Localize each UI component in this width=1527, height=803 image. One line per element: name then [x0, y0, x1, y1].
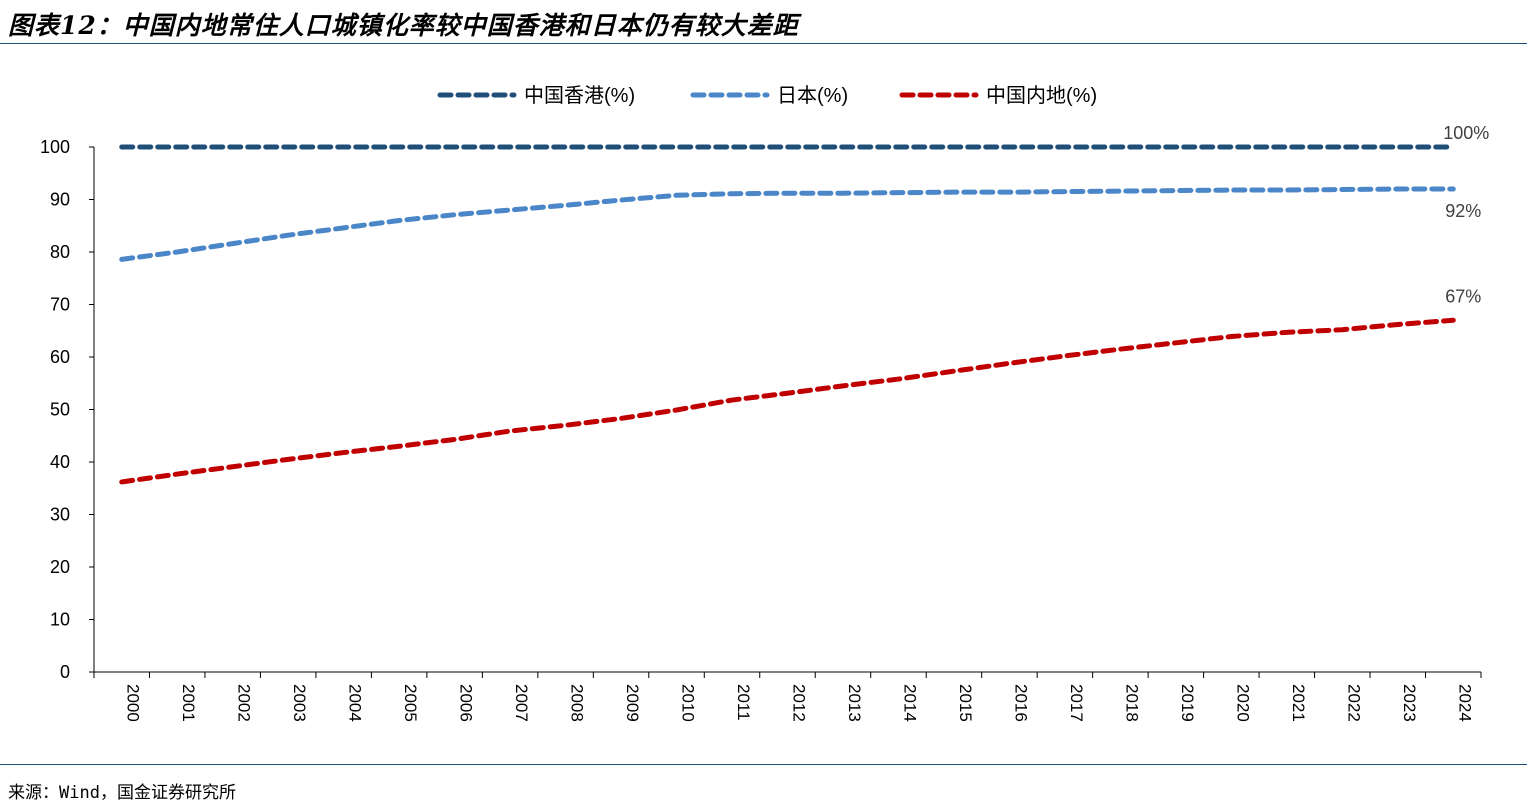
y-tick-label: 20: [50, 557, 70, 577]
x-tick-label: 2000: [124, 684, 143, 722]
x-tick-label: 2020: [1233, 684, 1252, 722]
y-tick-label: 70: [50, 295, 70, 315]
y-tick-label: 60: [50, 347, 70, 367]
series-line-2: [119, 317, 1456, 485]
line-chart: 中国香港(%) 日本(%) 中国内地(%) 0 10 20 30 40 50 60 70 80 90 1…: [40, 84, 1489, 722]
x-tick-label: 2010: [679, 684, 698, 722]
axes: 0 10 20 30 40 50 60 70 80 90 100 2000 2001 2002 2003 20…: [40, 137, 1482, 722]
legend-label-0: 中国香港(%): [524, 84, 635, 107]
end-labels: 100% 92% 67%: [1443, 123, 1489, 306]
x-tick-label: 2004: [346, 684, 365, 722]
x-tick-label: 2006: [457, 684, 476, 722]
x-tick-label: 2014: [900, 684, 919, 722]
legend-label-1: 日本(%): [777, 84, 848, 107]
y-tick-label: 30: [50, 505, 70, 525]
x-tick-label: 2008: [568, 684, 587, 722]
x-tick-label: 2023: [1400, 684, 1419, 722]
y-tick-label: 100: [40, 137, 70, 157]
title-divider: [0, 43, 1527, 44]
source-divider: [0, 764, 1527, 765]
x-tick-label: 2024: [1455, 684, 1474, 722]
x-tick-label: 2002: [235, 684, 254, 722]
x-tick-label: 2016: [1011, 684, 1030, 722]
end-label-2: 67%: [1445, 286, 1481, 306]
y-tick-label: 50: [50, 400, 70, 420]
end-label-0: 100%: [1443, 123, 1489, 143]
x-tick-label: 2019: [1178, 684, 1197, 722]
y-tick-label: 80: [50, 242, 70, 262]
x-tick-label: 2012: [790, 684, 809, 722]
x-tick-label: 2022: [1344, 684, 1363, 722]
y-tick-label: 0: [60, 662, 70, 682]
x-tick-label: 2015: [956, 684, 975, 722]
x-tick-label: 2001: [179, 684, 198, 722]
x-tick-label: 2017: [1067, 684, 1086, 722]
y-tick-label: 40: [50, 452, 70, 472]
end-label-1: 92%: [1445, 201, 1481, 221]
y-tick-label: 10: [50, 610, 70, 630]
x-tick-label: 2018: [1122, 684, 1141, 722]
x-tick-label: 2007: [512, 684, 531, 722]
series-lines: [119, 144, 1456, 485]
x-tick-label: 2013: [845, 684, 864, 722]
legend: 中国香港(%) 日本(%) 中国内地(%): [437, 84, 1097, 107]
series-line-1: [119, 186, 1456, 262]
x-tick-label: 2021: [1289, 684, 1308, 722]
x-tick-label: 2003: [290, 684, 309, 722]
source-note: 来源：Wind，国金证券研究所: [8, 783, 236, 803]
figure-title: 图表12：中国内地常住人口城镇化率较中国香港和日本仍有较大差距: [8, 11, 799, 40]
y-tick-label: 90: [50, 190, 70, 210]
x-tick-label: 2011: [734, 684, 753, 721]
x-tick-label: 2009: [623, 684, 642, 722]
x-tick-label: 2005: [401, 684, 420, 722]
legend-label-2: 中国内地(%): [986, 84, 1097, 107]
